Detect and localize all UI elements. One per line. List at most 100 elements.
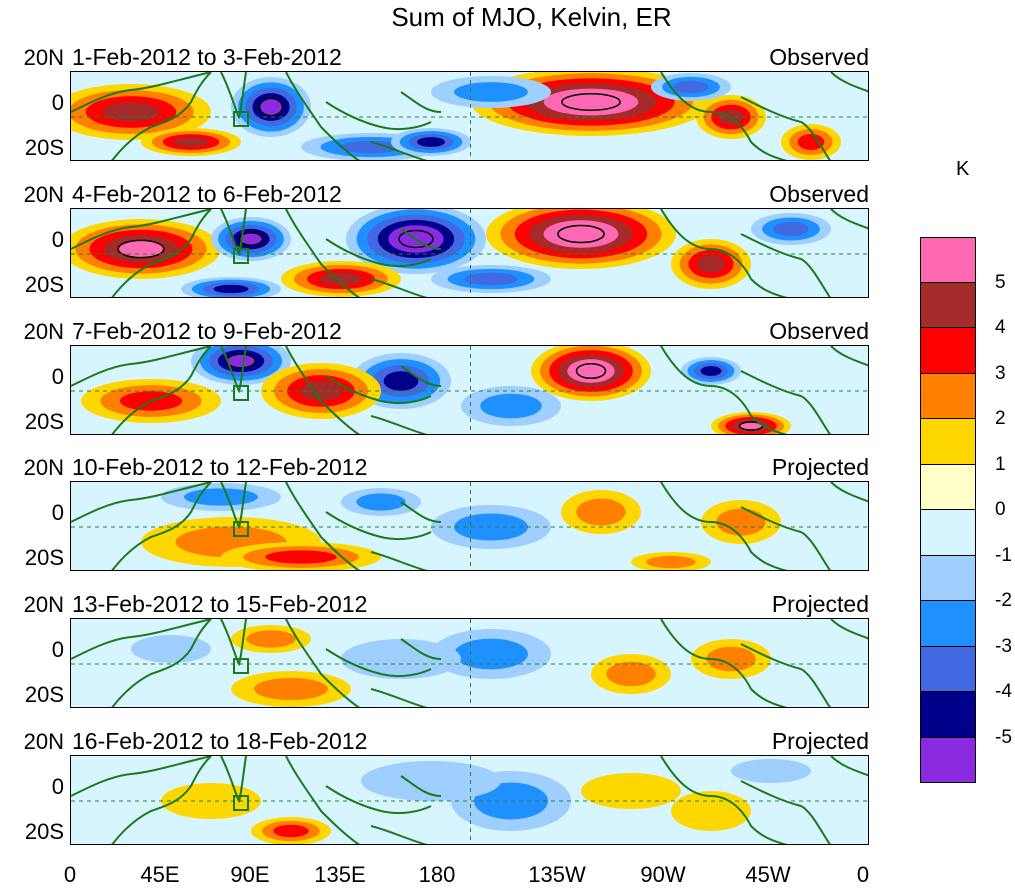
panel-type-label: Observed [769,181,869,207]
colorbar-swatch [920,282,976,328]
anomaly-map [70,618,869,708]
anomaly-contour [454,82,528,102]
x-axis-label: 0 [856,862,870,887]
anomaly-map [70,208,869,298]
colorbar-unit: K [956,158,970,180]
coastline [830,72,868,93]
colorbar-swatch [920,737,976,783]
panel-date-range: 4-Feb-2012 to 6-Feb-2012 [72,181,342,207]
y-axis-label: 20N [23,729,64,754]
coastline [71,482,212,523]
colorbar-label: 0 [995,499,1006,520]
colorbar-label: -1 [995,544,1012,566]
coastline [370,141,428,160]
coastline [71,72,212,113]
colorbar-label: -4 [995,681,1012,702]
anomaly-contour [254,677,328,701]
colorbar-swatch [920,419,976,465]
y-axis-label: 20S [24,819,64,844]
colorbar-label: 3 [995,362,1006,384]
y-axis-label: 20N [23,455,64,480]
anomaly-contour [361,761,501,801]
colorbar-swatch [920,373,976,419]
coastline [325,238,432,268]
map-panel: 13-Feb-2012 to 15-Feb-2012 Projected 20N 0 2… [24,591,869,708]
coastline [71,346,212,387]
anomaly-contour [773,221,809,237]
coastline [111,756,212,844]
coastline [285,756,360,844]
anomaly-contour [117,239,165,259]
coastline [285,346,360,434]
anomaly-contour [265,550,337,564]
coastline [740,506,831,570]
y-axis-label: 20N [23,182,64,207]
y-axis-label: 20N [23,592,64,617]
coastline [400,775,442,797]
anomaly-contour [480,393,542,419]
anomaly-contour [225,353,257,369]
x-axis-label: 90W [640,862,686,887]
panel-type-label: Observed [769,44,869,70]
colorbar-swatch [920,555,976,601]
colorbar-swatch [920,510,976,556]
reference-box [233,658,249,674]
anomaly-contour [213,284,249,294]
reference-box [233,111,249,127]
coastline [325,511,432,541]
coastline [370,688,428,707]
anomaly-contour [246,630,296,648]
anomaly-contour [173,137,209,147]
anomaly-contour [797,134,825,150]
coastline [740,370,831,434]
colorbar-swatch [920,692,976,738]
y-axis-label: 20S [24,135,64,160]
reference-box [233,521,249,537]
coastline [370,551,428,570]
anomaly-contour [575,362,607,380]
coastline [111,482,212,570]
colorbar-label: 2 [995,408,1006,429]
colorbar-label: -5 [995,726,1012,748]
coastline [71,756,212,797]
colorbar [920,237,976,783]
anomaly-contour [706,646,756,672]
coastline [830,346,868,367]
colorbar-label: -2 [995,590,1012,611]
coastline [325,648,432,678]
coastline [220,72,247,120]
colorbar-label: -3 [995,635,1012,657]
coastline [660,209,788,297]
anomaly-contour [716,508,766,536]
x-axis-label: 135E [314,862,366,887]
coastline [220,209,247,257]
x-axis-label: 90E [230,862,270,887]
coastline [830,209,868,230]
coastline [830,756,868,777]
coastline [740,233,831,297]
anomaly-map [70,71,869,161]
y-axis-label: 0 [51,227,64,252]
coastline [325,101,432,131]
y-axis-label: 20S [24,272,64,297]
anomaly-contour [131,635,211,663]
y-axis-label: 0 [51,637,64,662]
map-panel: 4-Feb-2012 to 6-Feb-2012 Observed 20N 0 20S [24,181,869,298]
y-axis-label: 20N [23,45,64,70]
coastline [400,501,442,523]
coastline [370,415,428,434]
anomaly-contour [320,272,362,286]
x-axis-label: 0 [63,862,77,887]
anomaly-contour [731,759,811,783]
anomaly-contour [339,140,403,154]
colorbar-swatch [920,237,976,283]
anomaly-contour [258,97,284,117]
x-axis-label: 45E [140,862,180,887]
x-axis-label: 180 [418,862,456,887]
x-axis-label: 135W [528,862,586,887]
coastline [660,619,788,707]
coastline [660,482,788,570]
coastline [71,619,212,660]
anomaly-contour [700,366,722,376]
coastline [325,785,432,815]
